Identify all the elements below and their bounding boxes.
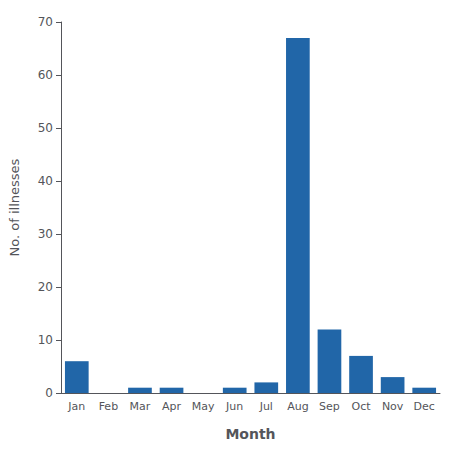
svg-text:20: 20	[38, 280, 53, 294]
svg-text:Oct: Oct	[352, 400, 372, 413]
svg-text:Nov: Nov	[382, 400, 404, 413]
svg-text:Feb: Feb	[99, 400, 118, 413]
svg-text:Jul: Jul	[259, 400, 273, 413]
svg-text:60: 60	[38, 68, 53, 82]
svg-text:Apr: Apr	[162, 400, 182, 413]
svg-text:10: 10	[38, 333, 53, 347]
svg-text:50: 50	[38, 121, 53, 135]
svg-text:70: 70	[38, 15, 53, 29]
svg-text:30: 30	[38, 227, 53, 241]
svg-text:Dec: Dec	[414, 400, 435, 413]
svg-text:Mar: Mar	[130, 400, 151, 413]
svg-text:Aug: Aug	[287, 400, 308, 413]
svg-text:Jan: Jan	[67, 400, 85, 413]
svg-text:0: 0	[45, 386, 53, 400]
svg-text:Month: Month	[225, 426, 275, 442]
svg-text:40: 40	[38, 174, 53, 188]
svg-text:Sep: Sep	[319, 400, 340, 413]
svg-text:May: May	[192, 400, 215, 413]
svg-text:No. of illnesses: No. of illnesses	[7, 158, 22, 256]
svg-text:Jun: Jun	[225, 400, 243, 413]
